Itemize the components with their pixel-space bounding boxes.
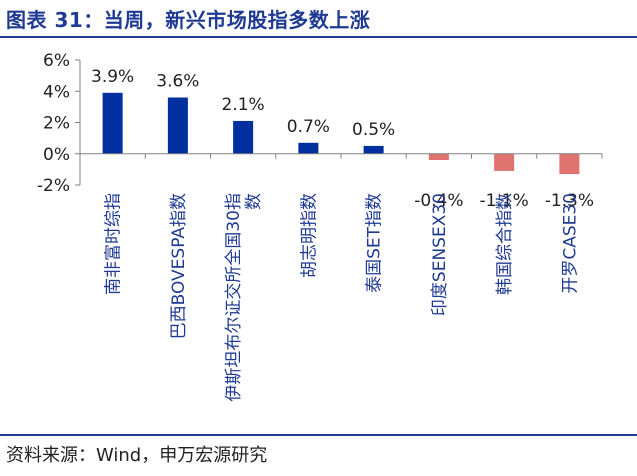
category-label-group: 南非富时综指	[104, 193, 124, 295]
y-tick-label: 0%	[43, 145, 70, 165]
source-note: 资料来源：Wind，申万宏源研究	[6, 445, 268, 466]
bars-group	[102, 92, 580, 175]
category-label: 开罗CASE30	[560, 193, 580, 294]
category-label: 伊斯坦布尔证交所全国30指	[224, 193, 244, 402]
bar	[494, 153, 515, 171]
y-tick-label: 4%	[43, 82, 70, 102]
value-label: 2.1%	[222, 95, 265, 115]
value-label: -0.4%	[414, 191, 463, 211]
x-axis	[79, 153, 603, 159]
category-label-group: 开罗CASE30	[560, 193, 580, 294]
bar	[233, 120, 254, 154]
category-label: 泰国SET指数	[365, 193, 385, 293]
footer-rule	[0, 434, 637, 436]
bar	[298, 142, 319, 154]
value-label: 0.7%	[287, 117, 330, 137]
category-label-group: 韩国综合指数	[495, 193, 515, 295]
category-label: 胡志明指数	[299, 193, 319, 278]
bar	[363, 145, 384, 154]
category-label: 巴西BOVESPA指数	[169, 193, 189, 339]
y-tick-label: 2%	[43, 114, 70, 134]
bar-chart: -2% 0% 2% 4% 6% 3.9% 3.6% 2.1% 0.7% 0.5% -0.4% -1.…	[37, 51, 603, 402]
category-labels-group: 南非富时综指 巴西BOVESPA指数 伊斯坦布尔证交所全国30指数 胡志明指数 泰国SE…	[104, 193, 581, 402]
category-label-group: 印度SENSEX30	[430, 193, 450, 316]
value-label: -1.3%	[545, 191, 594, 211]
category-label-group: 胡志明指数	[299, 193, 319, 278]
bar	[559, 153, 580, 175]
category-label-group: 泰国SET指数	[365, 193, 385, 293]
category-label-group: 伊斯坦布尔证交所全国30指数	[224, 193, 264, 402]
category-label: 数	[244, 193, 264, 210]
bar	[428, 153, 449, 160]
y-tick-label: 6%	[43, 51, 70, 71]
value-labels-group: 3.9% 3.6% 2.1% 0.7% 0.5% -0.4% -1.1% -1.3%	[91, 67, 594, 211]
y-tick-label: -2%	[37, 176, 70, 196]
value-label: 0.5%	[352, 120, 395, 140]
bar	[102, 92, 123, 154]
figure-title: 图表 31：当周，新兴市场股指多数上涨	[6, 8, 371, 32]
value-label: 3.6%	[156, 72, 199, 92]
value-label: 3.9%	[91, 67, 134, 87]
y-axis: -2% 0% 2% 4% 6%	[37, 51, 81, 196]
title-rule	[0, 36, 637, 38]
category-label-group: 巴西BOVESPA指数	[169, 193, 189, 339]
bar	[167, 97, 188, 154]
value-label: -1.1%	[479, 191, 528, 211]
category-label: 印度SENSEX30	[430, 193, 450, 316]
category-label: 韩国综合指数	[495, 193, 515, 295]
category-label: 南非富时综指	[104, 193, 124, 295]
